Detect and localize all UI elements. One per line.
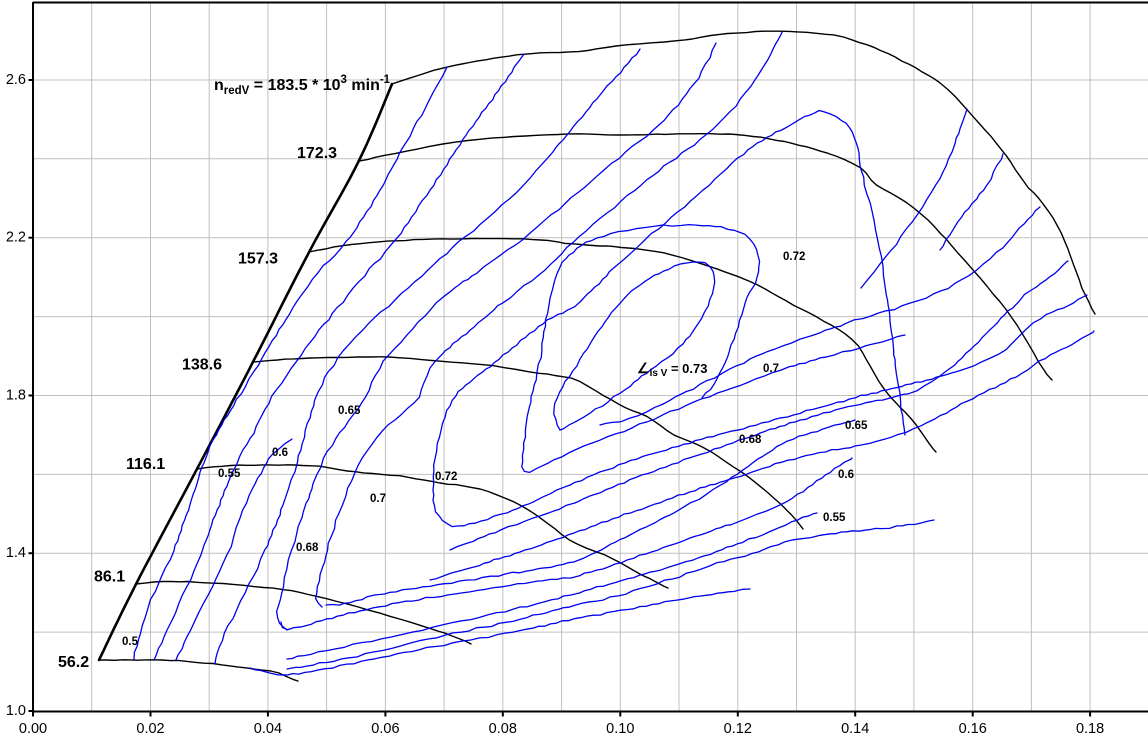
svg-text:1.4: 1.4 bbox=[6, 545, 26, 561]
svg-text:157.3: 157.3 bbox=[238, 251, 278, 268]
svg-text:0.5: 0.5 bbox=[122, 636, 139, 648]
svg-text:0.68: 0.68 bbox=[296, 542, 319, 554]
svg-text:0.04: 0.04 bbox=[254, 721, 282, 737]
svg-text:0.16: 0.16 bbox=[959, 721, 987, 737]
svg-text:nredV = 183.5 * 103 min-1: nredV = 183.5 * 103 min-1 bbox=[214, 74, 391, 97]
svg-text:0.12: 0.12 bbox=[724, 721, 752, 737]
svg-text:86.1: 86.1 bbox=[94, 569, 125, 586]
svg-text:0.10: 0.10 bbox=[606, 721, 634, 737]
svg-text:0.00: 0.00 bbox=[19, 721, 47, 737]
svg-text:0.55: 0.55 bbox=[218, 468, 241, 480]
svg-text:0.7: 0.7 bbox=[370, 493, 386, 505]
svg-text:0.6: 0.6 bbox=[272, 447, 288, 459]
svg-text:138.6: 138.6 bbox=[182, 357, 222, 374]
svg-text:0.18: 0.18 bbox=[1076, 721, 1104, 737]
svg-text:0.72: 0.72 bbox=[435, 471, 457, 483]
svg-text:0.68: 0.68 bbox=[739, 434, 762, 446]
svg-text:0.65: 0.65 bbox=[338, 405, 361, 417]
svg-text:0.06: 0.06 bbox=[371, 721, 399, 737]
svg-text:172.3: 172.3 bbox=[297, 145, 337, 162]
svg-text:0.6: 0.6 bbox=[838, 469, 854, 481]
svg-text:0.7: 0.7 bbox=[763, 363, 779, 375]
svg-text:0.02: 0.02 bbox=[136, 721, 164, 737]
svg-text:0.72: 0.72 bbox=[783, 251, 805, 263]
svg-text:1.0: 1.0 bbox=[6, 703, 26, 719]
svg-text:2.6: 2.6 bbox=[6, 72, 26, 88]
svg-text:0.08: 0.08 bbox=[489, 721, 517, 737]
svg-text:2.2: 2.2 bbox=[6, 230, 26, 246]
svg-text:0.55: 0.55 bbox=[823, 512, 846, 524]
svg-text:1.8: 1.8 bbox=[6, 388, 26, 404]
svg-text:0.14: 0.14 bbox=[841, 721, 869, 737]
svg-text:0.65: 0.65 bbox=[845, 420, 868, 432]
svg-text:116.1: 116.1 bbox=[126, 456, 165, 473]
svg-text:56.2: 56.2 bbox=[58, 654, 89, 671]
